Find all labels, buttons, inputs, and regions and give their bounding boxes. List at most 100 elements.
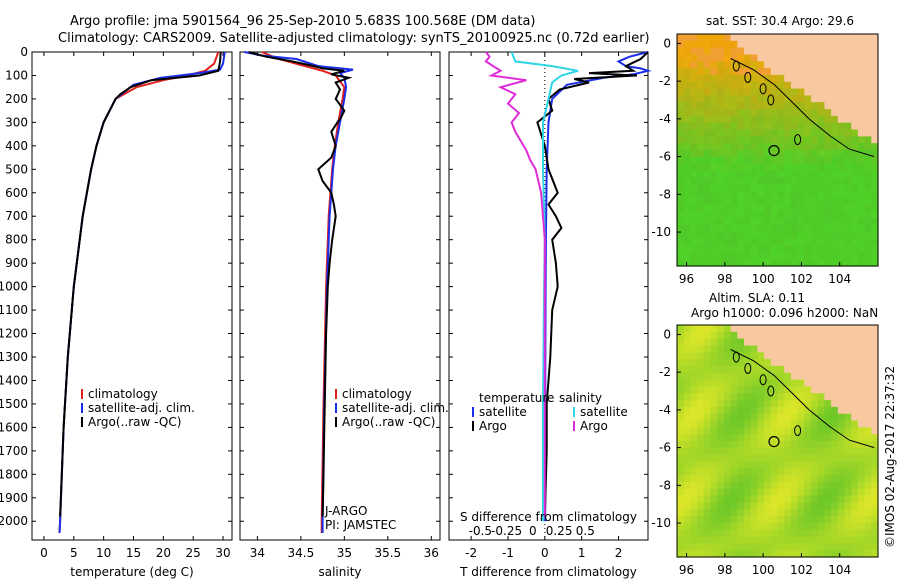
map-cell: [797, 406, 805, 415]
map-cell: [811, 454, 819, 462]
map-cell: [683, 386, 691, 394]
map-cell: [737, 379, 745, 387]
map-cell: [764, 406, 772, 415]
map-cell: [817, 40, 825, 49]
map-cell: [784, 252, 792, 260]
map-cell: [744, 502, 752, 510]
map-cell: [677, 495, 685, 503]
map-cell: [790, 352, 799, 360]
map-cell: [730, 522, 738, 531]
map-cell: [737, 502, 745, 510]
map-cell: [730, 109, 738, 117]
map-cell: [683, 522, 691, 531]
map-cell: [824, 400, 832, 408]
map-cell: [777, 34, 785, 42]
map-cell: [744, 468, 752, 476]
map-cell: [683, 461, 691, 469]
map-cell: [837, 259, 846, 267]
map-cell: [871, 143, 879, 151]
map-cell: [737, 238, 745, 247]
map-cell: [831, 413, 839, 422]
map-cell: [784, 372, 792, 381]
map-cell: [804, 495, 812, 503]
map-cell: [817, 345, 825, 353]
map-cell: [837, 434, 846, 442]
map-cell: [750, 143, 758, 151]
map-cell: [750, 413, 758, 422]
map-cell: [857, 379, 866, 387]
map-cell: [677, 393, 685, 401]
map-cell: [824, 475, 832, 483]
map-cell: [871, 34, 879, 42]
map-cell: [851, 143, 859, 151]
x-axis-label: T difference from climatology: [459, 565, 637, 579]
map-cell: [871, 400, 879, 408]
map-cell: [677, 184, 685, 192]
map-cell: [817, 441, 825, 449]
map-cell: [744, 129, 752, 137]
map-cell: [804, 129, 812, 137]
map-cell: [757, 204, 765, 212]
map-cell: [717, 54, 725, 62]
map-cell: [703, 163, 712, 171]
map-cell: [717, 406, 725, 415]
map-cell: [750, 529, 758, 538]
map-cell: [831, 372, 839, 381]
map-cell: [790, 468, 799, 476]
map-cell: [770, 359, 779, 367]
map-cell: [797, 413, 805, 422]
map-cell: [844, 365, 852, 374]
map-cell: [683, 536, 691, 544]
map-cell: [744, 170, 752, 178]
map-cell: [871, 338, 879, 346]
map-cell: [737, 434, 745, 442]
map-cell: [703, 54, 712, 62]
map-cell: [811, 74, 819, 83]
map-cell: [871, 74, 879, 83]
map-cell: [837, 163, 846, 171]
map-cell: [871, 102, 879, 110]
map-cell: [817, 420, 825, 428]
map-cell: [824, 225, 832, 233]
map-cell: [750, 225, 758, 233]
y-tick-label: 0: [663, 36, 671, 50]
map-cell: [683, 61, 691, 69]
map-cell: [804, 170, 812, 178]
map-cell: [804, 225, 812, 233]
map-cell: [750, 204, 758, 212]
map-cell: [844, 54, 852, 62]
map-cell: [770, 406, 779, 415]
map-cell: [750, 81, 758, 90]
map-cell: [677, 143, 685, 151]
y-tick-label: 2000: [0, 514, 28, 528]
map-cell: [864, 379, 872, 387]
map-cell: [797, 386, 805, 394]
map-cell: [750, 129, 758, 137]
map-cell: [697, 218, 705, 226]
y-tick-label: -8: [659, 478, 671, 492]
map-cell: [770, 136, 779, 144]
map-cell: [737, 454, 745, 462]
map-cell: [710, 129, 718, 137]
map-cell: [697, 529, 705, 538]
map-cell: [871, 481, 879, 490]
map-cell: [804, 400, 812, 408]
map-cell: [723, 420, 732, 428]
map-cell: [817, 238, 825, 247]
map-cell: [683, 352, 691, 360]
map-cell: [710, 81, 718, 90]
map-cell: [824, 61, 832, 69]
map-cell: [757, 488, 765, 497]
map-cell: [784, 550, 792, 558]
map-cell: [797, 184, 805, 192]
map-cell: [811, 536, 819, 544]
map-cell: [784, 427, 792, 435]
map-cell: [871, 156, 879, 165]
map-cell: [804, 352, 812, 360]
map-cell: [683, 156, 691, 165]
map-cell: [750, 372, 758, 381]
map-cell: [677, 550, 685, 558]
map-cell: [817, 143, 825, 151]
map-cell: [777, 163, 785, 171]
map-cell: [764, 218, 772, 226]
